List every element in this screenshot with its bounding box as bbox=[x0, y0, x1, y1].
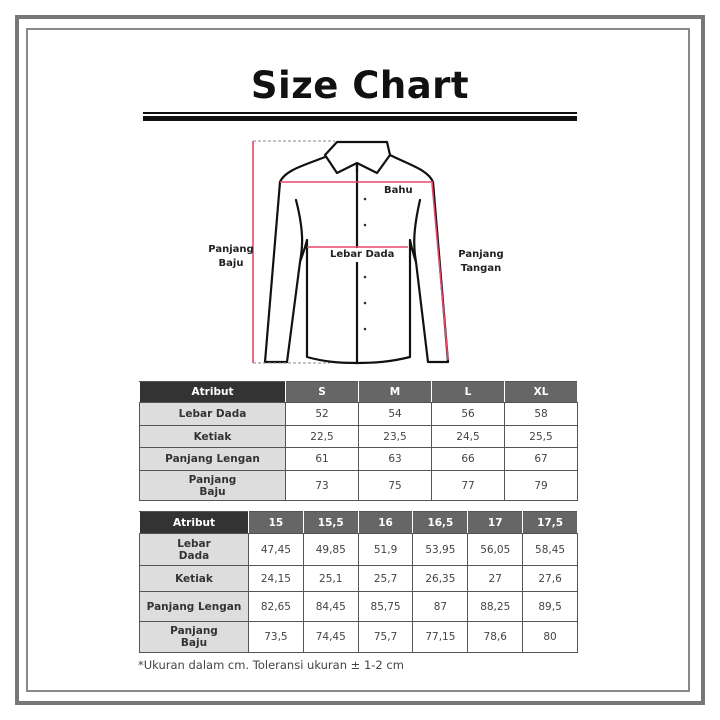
outer-frame bbox=[15, 15, 705, 705]
table-cell: 67 bbox=[504, 447, 578, 471]
table-cell: 74,45 bbox=[302, 621, 359, 653]
table-cell: 85,75 bbox=[357, 591, 414, 622]
table-cell: 79 bbox=[504, 470, 578, 501]
table-cell: 58 bbox=[504, 402, 578, 426]
table-cell: 75,7 bbox=[357, 621, 414, 653]
table-cell: 73 bbox=[285, 470, 359, 501]
table-row: Lebar Dada 47,45 49,85 51,9 53,95 56,05 58,45 bbox=[139, 533, 578, 566]
table-cell: 66 bbox=[431, 447, 505, 471]
column-header: XL bbox=[504, 381, 578, 403]
label-panjang-tangan-line2: Tangan bbox=[460, 263, 502, 274]
table-cell: 88,25 bbox=[467, 591, 524, 622]
table-cell: 77,15 bbox=[412, 621, 469, 653]
row-label: Ketiak bbox=[139, 565, 249, 592]
row-label: Panjang Lengan bbox=[139, 591, 249, 622]
row-label: Lebar Dada bbox=[139, 402, 286, 426]
table-cell: 51,9 bbox=[357, 533, 414, 566]
table-cell: 53,95 bbox=[412, 533, 469, 566]
inner-frame bbox=[26, 28, 690, 692]
footnote: *Ukuran dalam cm. Toleransi ukuran ± 1-2… bbox=[138, 658, 404, 672]
table-cell: 73,5 bbox=[248, 621, 304, 653]
table-row: Panjang Baju 73,5 74,45 75,7 77,15 78,6 80 bbox=[139, 621, 578, 653]
table-cell: 25,7 bbox=[357, 565, 414, 592]
table-cell: 27,6 bbox=[522, 565, 578, 592]
label-panjang-baju-line1: Panjang bbox=[208, 244, 254, 255]
size-table-numeric: Atribut 15 15,5 16 16,5 17 17,5 Lebar Dada 47,45… bbox=[139, 511, 578, 653]
column-header: M bbox=[358, 381, 432, 403]
column-header: Atribut bbox=[139, 511, 249, 534]
table-cell: 82,65 bbox=[248, 591, 304, 622]
label-panjang-baju: Panjang Baju bbox=[208, 243, 254, 271]
table-row: Panjang Lengan 61 63 66 67 bbox=[139, 447, 578, 471]
label-panjang-baju-line2: Baju bbox=[218, 258, 244, 269]
page-title: Size Chart bbox=[250, 64, 470, 107]
table-row: Lebar Dada 52 54 56 58 bbox=[139, 402, 578, 426]
title-divider-thick bbox=[143, 116, 577, 121]
row-label: Panjang Baju bbox=[139, 470, 286, 501]
table-cell: 26,35 bbox=[412, 565, 469, 592]
table-header-row: Atribut 15 15,5 16 16,5 17 17,5 bbox=[139, 511, 578, 534]
table-cell: 63 bbox=[358, 447, 432, 471]
table-row: Panjang Baju 73 75 77 79 bbox=[139, 470, 578, 501]
table-cell: 23,5 bbox=[358, 425, 432, 448]
row-label: Panjang Baju bbox=[139, 621, 249, 653]
label-panjang-tangan-line1: Panjang bbox=[458, 249, 504, 260]
label-bahu: Bahu bbox=[384, 185, 413, 196]
table-cell: 75 bbox=[358, 470, 432, 501]
column-header: 17,5 bbox=[522, 511, 578, 534]
column-header: 15 bbox=[248, 511, 304, 534]
table-row: Ketiak 24,15 25,1 25,7 26,35 27 27,6 bbox=[139, 565, 578, 592]
table-cell: 78,6 bbox=[467, 621, 524, 653]
table-cell: 52 bbox=[285, 402, 359, 426]
label-lebar-dada: Lebar Dada bbox=[330, 248, 395, 262]
size-table-letter: Atribut S M L XL Lebar Dada 52 54 56 58 Ketiak 22,5… bbox=[139, 381, 578, 501]
column-header: 16,5 bbox=[412, 511, 469, 534]
table-row: Panjang Lengan 82,65 84,45 85,75 87 88,25 89,5 bbox=[139, 591, 578, 622]
column-header: S bbox=[285, 381, 359, 403]
title-divider-thin bbox=[143, 112, 577, 114]
table-cell: 25,1 bbox=[302, 565, 359, 592]
panjang-tangan-measure-line bbox=[431, 182, 449, 361]
table-cell: 56 bbox=[431, 402, 505, 426]
table-header-row: Atribut S M L XL bbox=[139, 381, 578, 403]
table-cell: 61 bbox=[285, 447, 359, 471]
table-cell: 49,85 bbox=[302, 533, 359, 566]
column-header: Atribut bbox=[139, 381, 286, 403]
table-cell: 80 bbox=[522, 621, 578, 653]
table-cell: 56,05 bbox=[467, 533, 524, 566]
row-label: Panjang Lengan bbox=[139, 447, 286, 471]
table-cell: 77 bbox=[431, 470, 505, 501]
table-cell: 89,5 bbox=[522, 591, 578, 622]
table-cell: 24,15 bbox=[248, 565, 304, 592]
column-header: 15,5 bbox=[302, 511, 359, 534]
table-cell: 87 bbox=[412, 591, 469, 622]
shirt-buttons bbox=[363, 197, 367, 331]
label-panjang-tangan: Panjang Tangan bbox=[458, 248, 504, 276]
table-cell: 27 bbox=[467, 565, 524, 592]
table-cell: 84,45 bbox=[302, 591, 359, 622]
table-cell: 58,45 bbox=[522, 533, 578, 566]
table-cell: 47,45 bbox=[248, 533, 304, 566]
column-header: L bbox=[431, 381, 505, 403]
table-cell: 54 bbox=[358, 402, 432, 426]
column-header: 16 bbox=[357, 511, 414, 534]
table-cell: 24,5 bbox=[431, 425, 505, 448]
table-cell: 22,5 bbox=[285, 425, 359, 448]
row-label: Lebar Dada bbox=[139, 533, 249, 566]
table-cell: 25,5 bbox=[504, 425, 578, 448]
table-row: Ketiak 22,5 23,5 24,5 25,5 bbox=[139, 425, 578, 448]
row-label: Ketiak bbox=[139, 425, 286, 448]
column-header: 17 bbox=[467, 511, 524, 534]
